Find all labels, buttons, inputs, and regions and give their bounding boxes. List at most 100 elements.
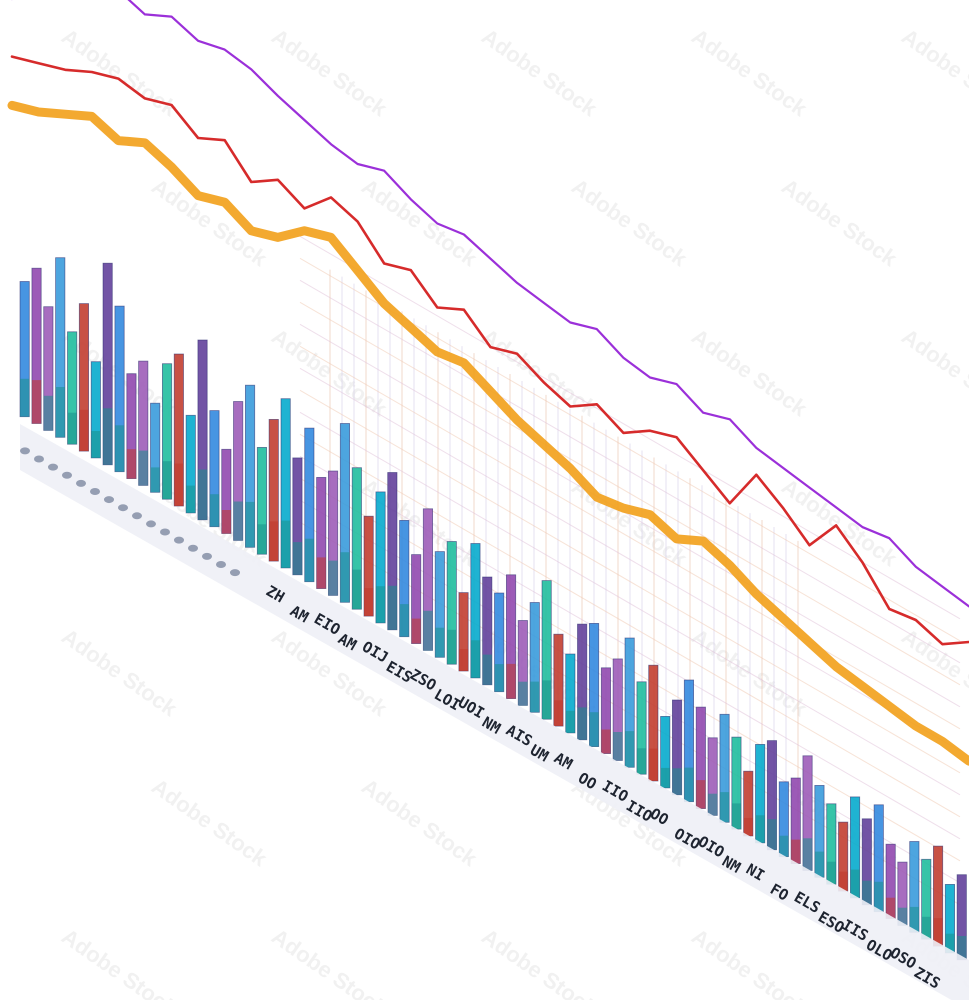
axis-dot — [76, 479, 86, 487]
chart-bar-segment — [530, 681, 540, 713]
chart-bar-segment — [731, 803, 742, 830]
axis-dot — [174, 536, 184, 544]
chart-bar — [612, 658, 623, 761]
chart-bar — [43, 306, 54, 431]
chart-bar-segment — [269, 521, 279, 562]
watermark-text: Adobe Stock — [357, 774, 482, 872]
chart-bar-segment — [802, 838, 813, 871]
chart-bar-segment — [957, 936, 967, 960]
chart-bar-segment — [791, 839, 801, 864]
chart-bar-segment — [684, 767, 694, 802]
chart-bar-segment — [375, 586, 386, 623]
chart-bar-segment — [150, 467, 160, 493]
chart-bar — [494, 592, 505, 693]
chart-bar — [565, 653, 576, 734]
axis-dot — [118, 504, 128, 512]
chart-bar-segment — [162, 461, 172, 500]
chart-bar-segment — [411, 618, 421, 644]
chart-bar-segment — [648, 748, 658, 781]
chart-bar-segment — [328, 560, 338, 596]
axis-dot — [160, 528, 170, 536]
chart-bar-segment — [20, 378, 30, 417]
chart-bar-segment — [31, 380, 42, 424]
chart-bar — [470, 543, 481, 679]
chart-bar-segment — [55, 387, 65, 438]
grid-line-horizontal — [299, 323, 961, 708]
axis-dot — [188, 544, 198, 552]
chart-bar-segment — [945, 933, 955, 953]
chart-bar-segment — [506, 663, 516, 699]
watermark-text: Adobe Stock — [57, 624, 182, 722]
grid-line-horizontal — [299, 301, 961, 686]
chart-bar-segment — [114, 425, 125, 472]
chart-bar — [138, 360, 149, 486]
chart-bar-segment — [826, 861, 836, 885]
chart-bar-segment — [494, 664, 504, 692]
watermark-text: Adobe Stock — [57, 24, 182, 122]
chart-bar-segment — [43, 395, 53, 431]
chart-bar-segment — [933, 918, 943, 947]
chart-bar-segment — [482, 654, 492, 685]
chart-bar — [600, 667, 611, 754]
chart-bar — [327, 470, 339, 596]
axis-dot — [104, 496, 114, 504]
chart-bar-segment — [174, 463, 184, 507]
chart-bar-segment — [601, 729, 611, 754]
watermark-text: Adobe Stock — [267, 24, 392, 122]
axis-dot — [34, 455, 44, 463]
chart-bar — [150, 402, 161, 493]
axis-dot — [230, 569, 240, 577]
chart-bar-segment — [458, 649, 469, 672]
bars-layer — [19, 257, 967, 961]
chart-bar-segment — [862, 880, 872, 905]
axis-dot — [90, 487, 100, 495]
chart-bar — [446, 541, 457, 665]
chart-bar-segment — [589, 712, 599, 747]
chart-bar-segment — [209, 494, 220, 527]
grid-line-horizontal — [299, 279, 961, 664]
chart-bar-segment — [126, 449, 137, 479]
watermark-text: Adobe Stock — [477, 324, 602, 422]
chart-bar-segment — [435, 627, 445, 658]
chart-bar — [90, 361, 101, 459]
chart-bar — [316, 476, 327, 589]
watermark-text: Adobe Stock — [477, 924, 602, 1000]
chart-bar-segment — [672, 768, 682, 795]
grid-line-horizontal — [299, 389, 961, 774]
chart-bar-segment — [257, 524, 267, 555]
chart-bar-segment — [613, 732, 623, 761]
chart-bar — [78, 303, 90, 452]
chart-bar-segment — [67, 412, 77, 445]
chart-bar-segment — [553, 700, 564, 726]
chart-bar-segment — [316, 557, 326, 589]
chart-bar-segment — [103, 408, 113, 465]
watermark-text: Adobe Stock — [687, 24, 812, 122]
chart-bar-segment — [292, 542, 303, 575]
watermark-text: Adobe Stock — [687, 924, 812, 1000]
chart-bar — [114, 305, 125, 473]
chart-bar-segment — [138, 450, 148, 486]
chart-bar-segment — [886, 897, 896, 919]
chart-bar-segment — [518, 681, 528, 706]
chart-bar-segment — [767, 819, 777, 850]
chart-bar — [55, 257, 66, 438]
watermark-text: Adobe Stock — [147, 174, 272, 272]
grid-line-horizontal — [299, 235, 961, 620]
watermark-text: Adobe Stock — [897, 624, 969, 722]
chart-bar-segment — [660, 767, 670, 788]
chart-bar — [102, 262, 113, 466]
axis-dot — [20, 447, 30, 455]
chart-bar-segment — [399, 604, 409, 637]
series-line — [11, 0, 969, 608]
chart-bar-segment — [779, 835, 789, 857]
chart-bar-segment — [423, 610, 433, 651]
chart-bar-segment — [897, 907, 908, 926]
chart-bar — [683, 679, 694, 803]
chart-bar-segment — [708, 793, 718, 816]
watermark-text: Adobe Stock — [57, 924, 182, 1000]
chart-bar-segment — [838, 871, 848, 891]
axis-dot — [62, 471, 72, 479]
axis-dot — [132, 512, 142, 520]
watermark-text: Adobe Stock — [777, 174, 902, 272]
chart-bar-segment — [625, 731, 635, 768]
